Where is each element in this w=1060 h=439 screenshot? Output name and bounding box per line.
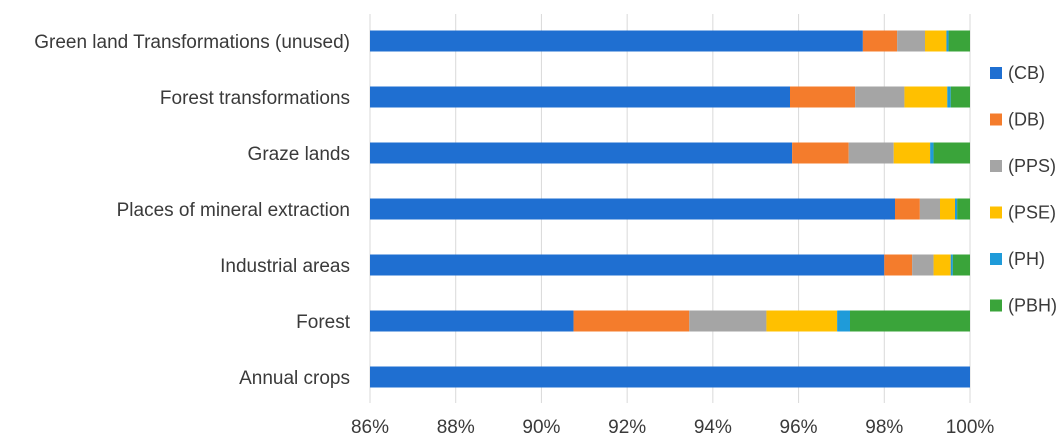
bar-segment	[950, 254, 953, 276]
legend-swatch	[990, 253, 1002, 265]
bar-segment	[370, 30, 863, 52]
bar-segment	[370, 310, 574, 332]
x-tick-label: 98%	[865, 417, 903, 438]
bar-segment	[947, 86, 951, 108]
bar-segment	[919, 198, 940, 220]
bar-segment	[948, 30, 970, 52]
bar-segment	[573, 310, 690, 332]
x-tick-label: 90%	[522, 417, 560, 438]
x-tick-label: 86%	[351, 417, 389, 438]
category-label: Green land Transformations (unused)	[34, 32, 350, 53]
bar-segment	[855, 86, 905, 108]
bar-segment	[952, 254, 970, 276]
bar-segment	[370, 366, 970, 388]
category-label: Annual crops	[239, 368, 350, 389]
bar-segment	[895, 198, 920, 220]
bar-segment	[957, 198, 970, 220]
category-label: Places of mineral extraction	[117, 200, 350, 221]
legend-swatch	[990, 206, 1002, 219]
category-label: Forest	[296, 312, 351, 333]
legend-label: (PSE)	[1008, 203, 1056, 223]
bar-segment	[925, 30, 947, 52]
legend-label: (PPS)	[1008, 156, 1056, 176]
bar-segment	[933, 142, 970, 164]
bar-segment	[950, 86, 970, 108]
category-label: Industrial areas	[220, 256, 350, 277]
legend-swatch	[990, 113, 1002, 126]
x-tick-label: 100%	[946, 417, 995, 438]
bar-segment	[370, 254, 885, 276]
legend-swatch	[990, 67, 1002, 79]
bar-segment	[930, 142, 934, 164]
bar-segment	[912, 254, 934, 276]
x-tick-label: 94%	[694, 417, 732, 438]
bar-segment	[904, 86, 948, 108]
legend-label: (PBH)	[1008, 296, 1057, 316]
category-label: Graze lands	[248, 144, 350, 165]
category-labels: Green land Transformations (unused) Fores…	[34, 32, 350, 389]
bar-segment	[792, 142, 849, 164]
bar-segment	[689, 310, 767, 332]
bar-segment	[370, 86, 790, 108]
bar-segment	[933, 254, 951, 276]
bar-segment	[897, 30, 925, 52]
bar-segment	[940, 198, 955, 220]
bar-segment	[862, 30, 898, 52]
x-tick-label: 96%	[780, 417, 818, 438]
bar-segment	[790, 86, 856, 108]
bars	[370, 30, 970, 388]
bar-segment	[370, 198, 895, 220]
legend-swatch	[990, 160, 1002, 172]
x-tick-labels: 86% 88% 90% 92% 94% 96% 98% 100%	[351, 417, 994, 438]
legend-label: (PH)	[1008, 249, 1045, 269]
legend-label: (CB)	[1008, 63, 1045, 83]
x-tick-label: 88%	[437, 417, 475, 438]
bar-segment	[955, 198, 958, 220]
bar-segment	[766, 310, 838, 332]
legend-label: (DB)	[1008, 110, 1045, 130]
bar-segment	[884, 254, 913, 276]
bar-segment	[837, 310, 850, 332]
bar-segment	[848, 142, 894, 164]
bar-segment	[893, 142, 931, 164]
bar-segment	[370, 142, 793, 164]
x-tick-label: 92%	[608, 417, 646, 438]
bar-segment	[850, 310, 970, 332]
legend-swatch	[990, 299, 1002, 312]
legend: (CB) (DB) (PPS) (PSE) (PH) (PBH)	[990, 63, 1057, 316]
bar-segment	[946, 30, 949, 52]
category-label: Forest transformations	[160, 88, 350, 109]
